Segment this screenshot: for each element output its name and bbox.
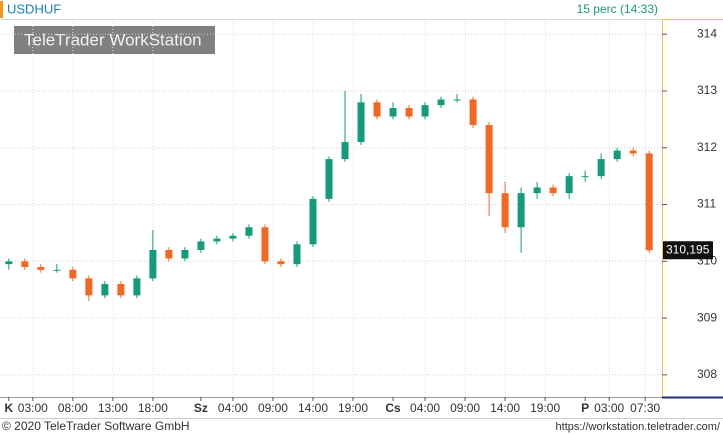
candle-body: [453, 99, 461, 101]
x-tick-label: 09:00: [258, 401, 288, 415]
candle-body: [117, 284, 125, 296]
candle-body: [565, 176, 573, 194]
x-tick-label: 08:00: [58, 401, 88, 415]
day-label: Sz: [194, 401, 208, 415]
x-tick-label: 19:00: [338, 401, 368, 415]
candle-body: [149, 249, 157, 279]
candle-body: [21, 261, 29, 267]
x-tick-label: 19:00: [530, 401, 560, 415]
candle-body: [261, 227, 269, 262]
candle-body: [341, 142, 349, 160]
candle-body: [245, 227, 253, 236]
candle-body: [5, 261, 13, 265]
candle-body: [197, 241, 205, 250]
candle-body: [517, 193, 525, 228]
y-tick-label: 314: [697, 26, 717, 40]
x-tick-label: 13:00: [98, 401, 128, 415]
symbol-marker: [0, 1, 3, 18]
candle-body: [533, 187, 541, 194]
x-tick-label: 03:00: [18, 401, 48, 415]
candle-body: [613, 150, 621, 160]
y-tick-label: 313: [697, 83, 717, 97]
candle-body: [165, 249, 173, 259]
candle-body: [213, 238, 221, 242]
day-label: Cs: [385, 401, 401, 415]
footer-url: https://workstation.teletrader.com/: [556, 421, 721, 433]
y-tick-label: 309: [697, 310, 717, 324]
last-price-label: 310,195: [666, 242, 710, 256]
symbol: USDHUF: [7, 1, 61, 16]
candle-body: [405, 108, 413, 117]
day-label: K: [4, 401, 13, 415]
candle-body: [229, 235, 237, 239]
x-tick-label: 04:00: [410, 401, 440, 415]
candle-body: [181, 249, 189, 259]
footer-copyright: © 2020 TeleTrader Software GmbH: [2, 419, 190, 433]
candle-body: [293, 244, 301, 265]
candle-body: [309, 198, 317, 245]
candle-body: [501, 193, 509, 228]
candle-body: [373, 102, 381, 117]
candle-body: [357, 102, 365, 143]
y-tick-label: 312: [697, 140, 717, 154]
candle-body: [469, 99, 477, 126]
watermark: TeleTrader WorkStation: [24, 30, 202, 49]
x-tick-label: 18:00: [138, 401, 168, 415]
candle-body: [629, 150, 637, 154]
watermark-box: [14, 26, 215, 54]
interval: 15 perc (14:33): [577, 2, 658, 16]
last-price-box: [663, 241, 713, 260]
x-tick-label: 14:00: [490, 401, 520, 415]
candle-body: [437, 99, 445, 106]
candle-body: [597, 159, 605, 177]
candle-body: [421, 105, 429, 117]
x-tick-label: 03:00: [594, 401, 624, 415]
candle-body: [549, 187, 557, 194]
candle-body: [85, 278, 93, 296]
candle-body: [277, 261, 285, 265]
candle-body: [645, 153, 653, 251]
day-label: P: [581, 401, 589, 415]
candle-body: [101, 284, 109, 296]
x-tick-label: 09:00: [450, 401, 480, 415]
candle-body: [133, 278, 141, 296]
candle-body: [485, 125, 493, 194]
candle-body: [325, 159, 333, 199]
candle-body: [37, 266, 45, 270]
y-tick-label: 308: [697, 367, 717, 381]
x-tick-label: 07:30: [630, 401, 660, 415]
candle-body: [69, 269, 77, 279]
y-tick-label: 311: [697, 197, 716, 211]
candle-body: [389, 108, 397, 117]
x-tick-label: 04:00: [218, 401, 248, 415]
candle-body: [581, 176, 589, 178]
candle-body: [53, 269, 61, 271]
x-tick-label: 14:00: [298, 401, 328, 415]
